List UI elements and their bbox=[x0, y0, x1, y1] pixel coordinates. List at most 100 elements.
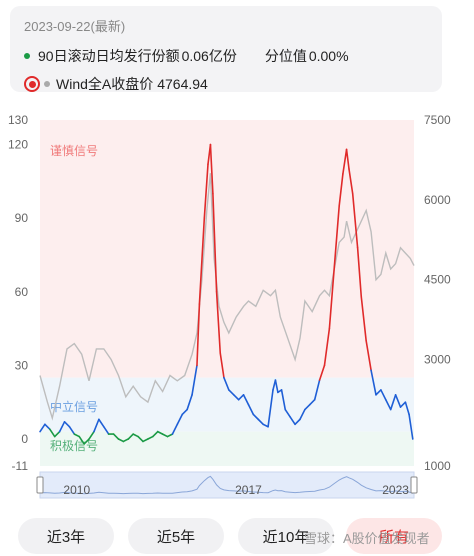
navigator-line bbox=[39, 475, 413, 495]
series-segment-issuance bbox=[370, 369, 377, 396]
y-right-tick: 6000 bbox=[424, 193, 451, 207]
radio-selected-icon[interactable] bbox=[24, 76, 40, 92]
series-segment-issuance bbox=[242, 394, 250, 406]
y-right-tick: 7500 bbox=[424, 113, 451, 127]
series-segment-issuance bbox=[294, 418, 301, 426]
zone-label: 中立信号 bbox=[50, 399, 98, 414]
watermark-text: 雪球：A股价值发现者 bbox=[304, 531, 430, 546]
series-segment-issuance bbox=[237, 394, 245, 401]
series-segment-issuance bbox=[212, 192, 218, 293]
series-segment-issuance bbox=[73, 433, 81, 438]
series-segment-issuance bbox=[252, 413, 260, 421]
series-segment-issuance bbox=[209, 143, 214, 195]
series-segment-issuance bbox=[404, 401, 410, 416]
legend-date: 2023-09-22(最新) bbox=[24, 19, 126, 34]
series-segment-issuance bbox=[49, 428, 56, 438]
series-segment-issuance bbox=[39, 423, 46, 433]
y-left-tick: 120 bbox=[8, 138, 28, 152]
series-segment-issuance bbox=[274, 379, 279, 394]
range-button-3y[interactable]: 近3年 bbox=[18, 518, 114, 554]
series-segment-issuance bbox=[318, 364, 326, 381]
series-segment-issuance bbox=[348, 168, 354, 195]
series-segment-issuance bbox=[284, 408, 291, 418]
series-segment-issuance bbox=[88, 430, 95, 440]
series-segment-issuance bbox=[219, 352, 225, 379]
series-segment-issuance bbox=[132, 433, 139, 438]
navigator-window bbox=[39, 471, 415, 499]
series-segment-issuance bbox=[408, 413, 414, 440]
series-segment-issuance bbox=[122, 438, 130, 443]
range-buttons: 近3年 近5年 近10年 所有 bbox=[0, 518, 474, 556]
series-segment-issuance bbox=[356, 246, 363, 298]
percentile-value: 0.00% bbox=[308, 48, 349, 64]
y-left-tick: 90 bbox=[15, 211, 29, 225]
legend-row-series2[interactable]: Wind全A收盘价 4764.94 bbox=[24, 74, 208, 94]
series-segment-issuance bbox=[166, 433, 174, 438]
series-segment-issuance bbox=[203, 163, 209, 219]
range-button-10y[interactable]: 近10年 bbox=[238, 518, 334, 554]
series-segment-issuance bbox=[53, 430, 61, 438]
series-segment-issuance bbox=[257, 418, 264, 426]
series-segment-issuance bbox=[299, 408, 306, 421]
series-segment-issuance bbox=[262, 423, 269, 428]
series-segment-issuance bbox=[171, 423, 179, 435]
zone-band-2 bbox=[40, 431, 414, 466]
chart-area[interactable]: 谨慎信号 中立信号 积极信号 130 120 90 60 30 0 -11 7500 6000 4500… bbox=[0, 100, 474, 510]
series-line-wind-index bbox=[39, 173, 415, 421]
series-segment-issuance bbox=[289, 416, 296, 426]
navigator-label: 2010 bbox=[63, 483, 90, 497]
series-segment-issuance bbox=[137, 435, 144, 443]
series-segment-issuance bbox=[161, 433, 169, 438]
series-segment-issuance bbox=[196, 303, 201, 367]
series-segment-issuance bbox=[156, 430, 164, 435]
zone-label: 谨慎信号 bbox=[50, 144, 98, 158]
series-segment-issuance bbox=[360, 295, 367, 342]
y-right-tick: 1000 bbox=[424, 459, 451, 473]
series-segment-issuance bbox=[127, 433, 134, 440]
series-segment-issuance bbox=[176, 413, 184, 426]
series-segment-issuance bbox=[215, 290, 222, 354]
series-segment-issuance bbox=[308, 398, 316, 406]
series-segment-issuance bbox=[181, 408, 188, 416]
series-segment-issuance bbox=[198, 217, 206, 305]
series-segment-issuance bbox=[313, 379, 321, 401]
series-segment-issuance bbox=[399, 401, 407, 408]
series-segment-issuance bbox=[232, 394, 240, 401]
legend-panel: 2023-09-22(最新) 90日滚动日均发行份额 0.06亿份 分位值 0.… bbox=[10, 6, 442, 92]
series-segment-issuance bbox=[333, 205, 341, 269]
navigator-handle-left bbox=[36, 476, 44, 494]
y-left-tick: 130 bbox=[8, 113, 28, 127]
series-segment-issuance bbox=[375, 389, 382, 396]
series-segment-issuance bbox=[280, 389, 287, 411]
series-segment-issuance bbox=[142, 438, 149, 443]
series-segment-issuance bbox=[228, 389, 235, 396]
series-segment-issuance bbox=[342, 148, 348, 175]
y-left-tick: 60 bbox=[15, 285, 29, 299]
series-segment-issuance bbox=[58, 421, 66, 433]
series-segment-issuance bbox=[394, 394, 402, 408]
series-segment-issuance bbox=[152, 430, 159, 438]
series2-label: Wind全A收盘价 bbox=[56, 76, 154, 92]
y-left-tick: 30 bbox=[15, 358, 29, 372]
series1-value: 0.06亿份 bbox=[181, 48, 237, 64]
series-segment-issuance bbox=[83, 438, 90, 445]
series-segment-issuance bbox=[117, 438, 125, 443]
series-segment-issuance bbox=[338, 173, 344, 207]
series-segment-issuance bbox=[68, 425, 76, 435]
series-segment-issuance bbox=[384, 398, 392, 411]
y-left-tick: -11 bbox=[12, 459, 29, 473]
series-segment-issuance bbox=[247, 403, 255, 416]
navigator-label: 2023 bbox=[382, 483, 409, 497]
range-button-all[interactable]: 所有 bbox=[346, 518, 442, 554]
series-segment-issuance bbox=[323, 327, 331, 367]
series-segment-issuance bbox=[186, 394, 193, 411]
range-button-5y[interactable]: 近5年 bbox=[128, 518, 224, 554]
series2-value: 4764.94 bbox=[157, 76, 208, 92]
series-segment-issuance bbox=[328, 266, 336, 330]
series-segment-issuance bbox=[93, 418, 100, 433]
series-segment-issuance bbox=[78, 435, 85, 445]
legend-row-series1: 90日滚动日均发行份额 0.06亿份 分位值 0.00% bbox=[24, 46, 349, 66]
zone-label: 积极信号 bbox=[50, 439, 98, 453]
y-left-tick: 0 bbox=[21, 432, 28, 446]
